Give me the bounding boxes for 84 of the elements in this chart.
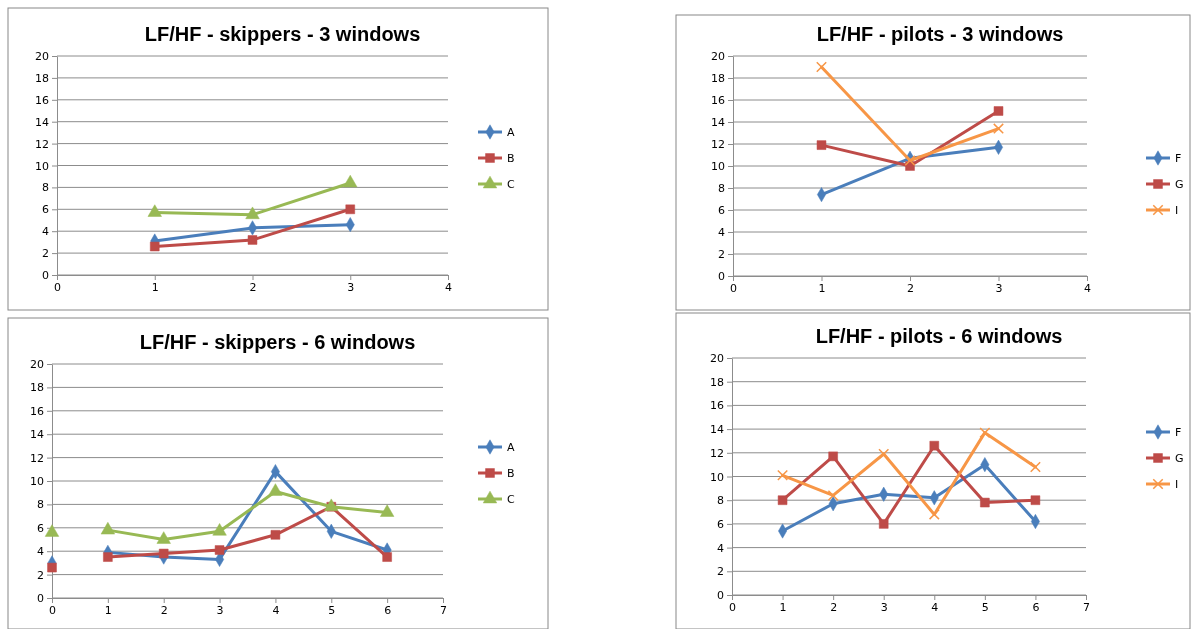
- y-tick-label: 16: [710, 399, 724, 413]
- legend-label: C: [507, 493, 515, 506]
- y-tick-label: 4: [717, 541, 724, 555]
- x-tick-label: 1: [104, 603, 112, 617]
- legend-label: A: [507, 441, 515, 454]
- y-tick-label: 2: [37, 568, 44, 582]
- x-tick-label: 7: [440, 603, 447, 617]
- chart-title: LF/HF - pilots - 6 windows: [815, 325, 1063, 347]
- y-tick-label: 2: [717, 565, 724, 579]
- legend-label: I: [1175, 204, 1179, 217]
- x-tick-label: 0: [730, 281, 737, 295]
- y-tick-label: 2: [42, 247, 49, 261]
- y-tick-label: 12: [710, 446, 724, 460]
- y-tick-label: 0: [42, 269, 49, 283]
- y-tick-label: 6: [42, 203, 49, 217]
- y-tick-label: 18: [710, 375, 724, 389]
- y-tick-label: 4: [42, 225, 49, 239]
- x-tick-label: 5: [328, 603, 336, 617]
- y-tick-label: 14: [30, 428, 44, 442]
- x-tick-label: 4: [445, 280, 452, 294]
- x-tick-label: 2: [830, 600, 838, 614]
- y-tick-label: 12: [711, 138, 725, 152]
- x-tick-label: 3: [995, 281, 1003, 295]
- x-tick-label: 3: [347, 280, 355, 294]
- y-tick-label: 14: [710, 423, 724, 437]
- legend-label: A: [507, 126, 515, 139]
- y-tick-label: 20: [711, 50, 725, 64]
- y-tick-label: 16: [35, 93, 49, 107]
- y-tick-label: 10: [711, 160, 725, 174]
- x-tick-label: 6: [1032, 600, 1040, 614]
- y-tick-label: 6: [37, 521, 44, 535]
- y-tick-label: 10: [710, 470, 724, 484]
- legend-label: I: [1175, 478, 1179, 491]
- y-tick-label: 0: [717, 589, 724, 603]
- x-tick-label: 3: [880, 600, 888, 614]
- y-tick-label: 8: [42, 181, 49, 195]
- x-tick-label: 1: [818, 281, 826, 295]
- y-tick-label: 18: [30, 381, 44, 395]
- legend-label: C: [507, 178, 515, 191]
- legend-label: G: [1175, 178, 1184, 191]
- y-tick-label: 14: [35, 115, 49, 129]
- y-tick-label: 14: [711, 116, 725, 130]
- x-tick-label: 2: [249, 280, 257, 294]
- y-tick-label: 18: [35, 71, 49, 85]
- y-tick-label: 16: [711, 94, 725, 108]
- y-tick-label: 8: [37, 498, 44, 512]
- y-tick-label: 18: [711, 72, 725, 86]
- x-tick-label: 4: [931, 600, 939, 614]
- y-tick-label: 4: [718, 226, 725, 240]
- legend-label: F: [1175, 152, 1182, 165]
- chart-title: LF/HF - pilots - 3 windows: [816, 23, 1064, 45]
- legend-label: G: [1175, 452, 1184, 465]
- chart-title: LF/HF - skippers - 6 windows: [139, 331, 416, 353]
- x-tick-label: 2: [907, 281, 914, 295]
- y-tick-label: 12: [35, 137, 49, 151]
- x-tick-label: 4: [272, 603, 280, 617]
- y-tick-label: 4: [37, 545, 44, 559]
- y-tick-label: 8: [717, 494, 724, 508]
- x-tick-label: 1: [151, 280, 159, 294]
- x-tick-label: 3: [216, 603, 224, 617]
- legend-label: F: [1175, 426, 1182, 439]
- chart-title: LF/HF - skippers - 3 windows: [144, 23, 421, 45]
- x-tick-label: 1: [779, 600, 787, 614]
- legend-label: B: [507, 467, 515, 480]
- y-tick-label: 8: [718, 182, 725, 196]
- y-tick-label: 20: [710, 352, 724, 366]
- y-tick-label: 2: [718, 248, 725, 262]
- x-tick-label: 2: [160, 603, 168, 617]
- x-tick-label: 7: [1083, 600, 1090, 614]
- x-tick-label: 6: [384, 603, 392, 617]
- y-tick-label: 16: [30, 404, 44, 418]
- y-tick-label: 6: [718, 204, 725, 218]
- y-tick-label: 20: [30, 358, 44, 372]
- y-tick-label: 6: [717, 517, 724, 531]
- x-tick-label: 0: [54, 280, 61, 294]
- x-tick-label: 4: [1084, 281, 1091, 295]
- x-tick-label: 5: [981, 600, 989, 614]
- y-tick-label: 0: [718, 270, 725, 284]
- y-tick-label: 20: [35, 50, 49, 64]
- x-tick-label: 0: [729, 600, 736, 614]
- legend-label: B: [507, 152, 515, 165]
- y-tick-label: 10: [35, 159, 49, 173]
- y-tick-label: 10: [30, 475, 44, 489]
- y-tick-label: 12: [30, 451, 44, 465]
